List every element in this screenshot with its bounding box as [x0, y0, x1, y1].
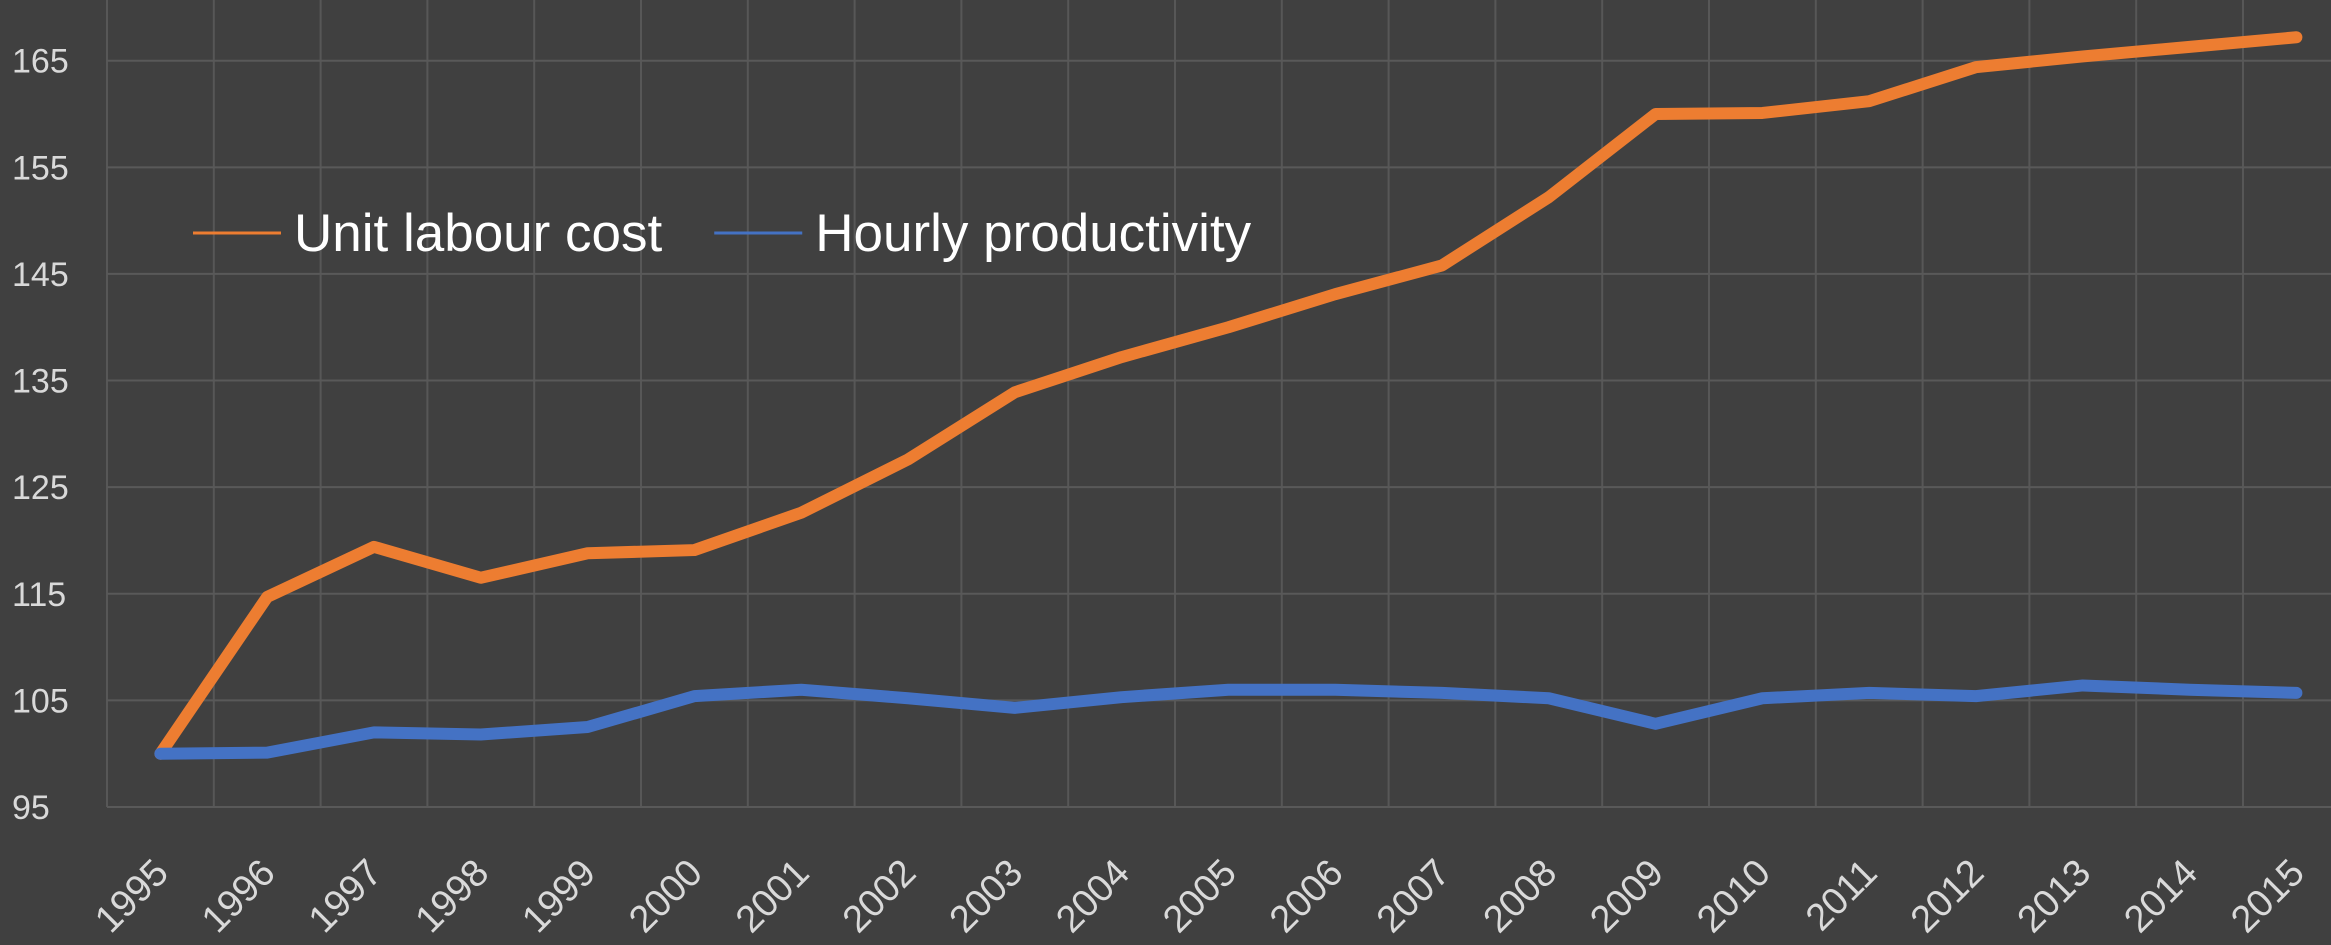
series-line [154, 679, 2303, 760]
y-tick-label: 135 [12, 363, 69, 401]
legend: Unit labour cost Hourly productivity [193, 204, 1252, 263]
y-tick-label: 115 [12, 576, 66, 614]
y-tick-label: 95 [12, 789, 50, 827]
plot-area [154, 31, 2303, 760]
legend-label: Unit labour cost [294, 204, 663, 263]
y-tick-label: 105 [12, 682, 69, 720]
series-line [154, 31, 2303, 760]
y-tick-label: 155 [12, 149, 69, 187]
y-tick-label: 125 [12, 469, 69, 507]
y-tick-label: 145 [12, 256, 69, 294]
y-tick-label: 165 [12, 43, 69, 81]
legend-label: Hourly productivity [815, 204, 1251, 263]
